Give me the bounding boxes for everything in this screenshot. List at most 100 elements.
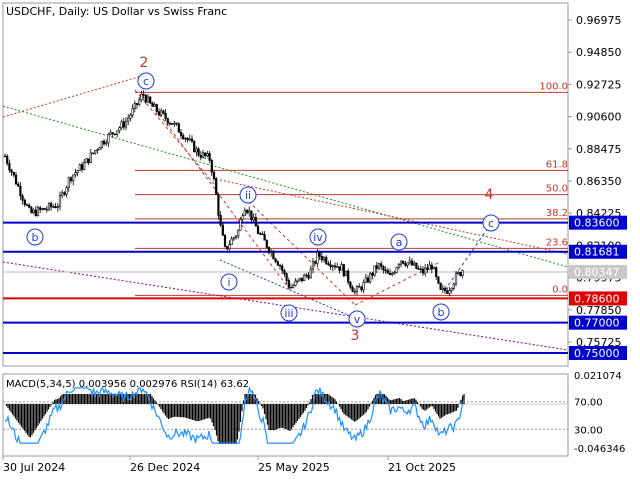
candle-body: [439, 282, 442, 290]
wave-label-circle: [309, 228, 327, 246]
candle-body: [116, 130, 119, 135]
wave-label: a: [396, 236, 403, 249]
wave-label-circle: [482, 214, 500, 232]
candle-body: [10, 169, 13, 173]
candle-body: [208, 153, 211, 161]
rsi-line: [4, 385, 465, 444]
candle-body: [39, 207, 42, 210]
chart-symbol-label: USDCHF, Daily: US Dollar vs Swiss Franc: [6, 5, 227, 18]
candle-body: [362, 281, 365, 291]
candle-body: [146, 96, 150, 103]
wave-label-circle: [220, 273, 238, 291]
candle-body: [248, 210, 251, 214]
candle-body: [201, 152, 205, 158]
candle-body: [393, 272, 396, 274]
price-tag: [569, 345, 627, 360]
price-tags-group: 0.83600 0.81681 0.80347 0.78600 0.77000 0.750…: [569, 215, 627, 360]
wave-label: 4: [485, 187, 494, 203]
price-tag-label: 0.81681: [574, 246, 620, 259]
candle-body: [256, 225, 260, 234]
candle-body: [331, 265, 334, 268]
candle-body: [366, 277, 370, 283]
candle-body: [160, 110, 163, 116]
candle-body: [314, 261, 317, 264]
candle-body: [153, 104, 156, 107]
candle-body: [298, 277, 301, 281]
candle-body: [12, 171, 15, 176]
y-tick-label: 0.92725: [576, 78, 622, 91]
x-tick-label: 30 Jul 2024: [3, 461, 65, 474]
wave-label-circle: [137, 72, 155, 90]
y-tick-label: 0.96975: [576, 14, 622, 27]
price-tag: [569, 244, 627, 259]
candle-body: [94, 149, 97, 154]
candle-body: [25, 204, 29, 206]
candle-body: [175, 122, 178, 125]
candle-body: [85, 158, 88, 164]
wave-label: i: [227, 276, 230, 289]
candle-body: [336, 266, 339, 268]
candle-body: [58, 195, 62, 207]
candle-body: [21, 195, 24, 201]
candle-body: [272, 251, 275, 260]
candle-body: [226, 246, 229, 250]
candle-body: [239, 219, 242, 231]
wave-label: 3: [351, 328, 360, 344]
candle-body: [311, 261, 315, 270]
candle-body: [113, 133, 117, 135]
candle-body: [287, 280, 290, 288]
price-tag: [569, 215, 627, 230]
support-levels-group: [3, 221, 568, 354]
candle-body: [151, 102, 154, 107]
candle-body: [234, 235, 238, 238]
candle-body: [65, 187, 68, 195]
candle-body: [340, 264, 343, 271]
price-tag: [569, 264, 627, 279]
candle-body: [386, 270, 389, 274]
candle-body: [265, 239, 268, 248]
candle-body: [76, 170, 79, 173]
candle-body: [47, 203, 51, 210]
main-plot-frame: [2, 2, 569, 367]
y-tick-label: 0.88475: [576, 143, 622, 156]
candle-body: [457, 272, 460, 274]
candle-body: [23, 199, 26, 205]
candle-body: [443, 287, 447, 292]
candle-body: [96, 149, 99, 151]
candle-body: [74, 172, 77, 176]
candle-body: [138, 99, 141, 105]
candle-body: [91, 152, 95, 155]
fib-level-label: 61.8: [546, 159, 568, 170]
candle-body: [83, 162, 86, 170]
candle-body: [353, 291, 356, 293]
candle-body: [303, 274, 306, 282]
candle-body: [461, 270, 464, 276]
candle-body: [206, 153, 209, 157]
y-tick-label: 0.90600: [576, 111, 622, 124]
candle-body: [111, 132, 114, 135]
candle-body: [252, 216, 255, 221]
candle-body: [270, 251, 273, 253]
indicator-tick-label: -0.046346: [574, 444, 625, 455]
candle-body: [309, 268, 312, 279]
candle-body: [399, 260, 403, 265]
candle-body: [384, 269, 387, 272]
candle-body: [72, 174, 75, 182]
wave-label-circle: [280, 304, 298, 322]
candle-body: [424, 267, 427, 274]
candle-body: [261, 233, 264, 236]
candle-body: [32, 209, 35, 214]
candle-body: [441, 287, 444, 290]
price-tag: [569, 291, 627, 306]
candle-body: [142, 94, 145, 96]
candle-body: [223, 235, 227, 247]
candle-body: [421, 268, 425, 274]
x-tick-label: 21 Oct 2025: [388, 461, 456, 474]
candle-body: [184, 137, 187, 140]
candle-body: [274, 258, 277, 262]
candle-body: [410, 260, 414, 266]
candle-body: [19, 185, 22, 197]
candle-body: [100, 140, 103, 149]
fib-level-label: 23.6: [546, 237, 568, 248]
